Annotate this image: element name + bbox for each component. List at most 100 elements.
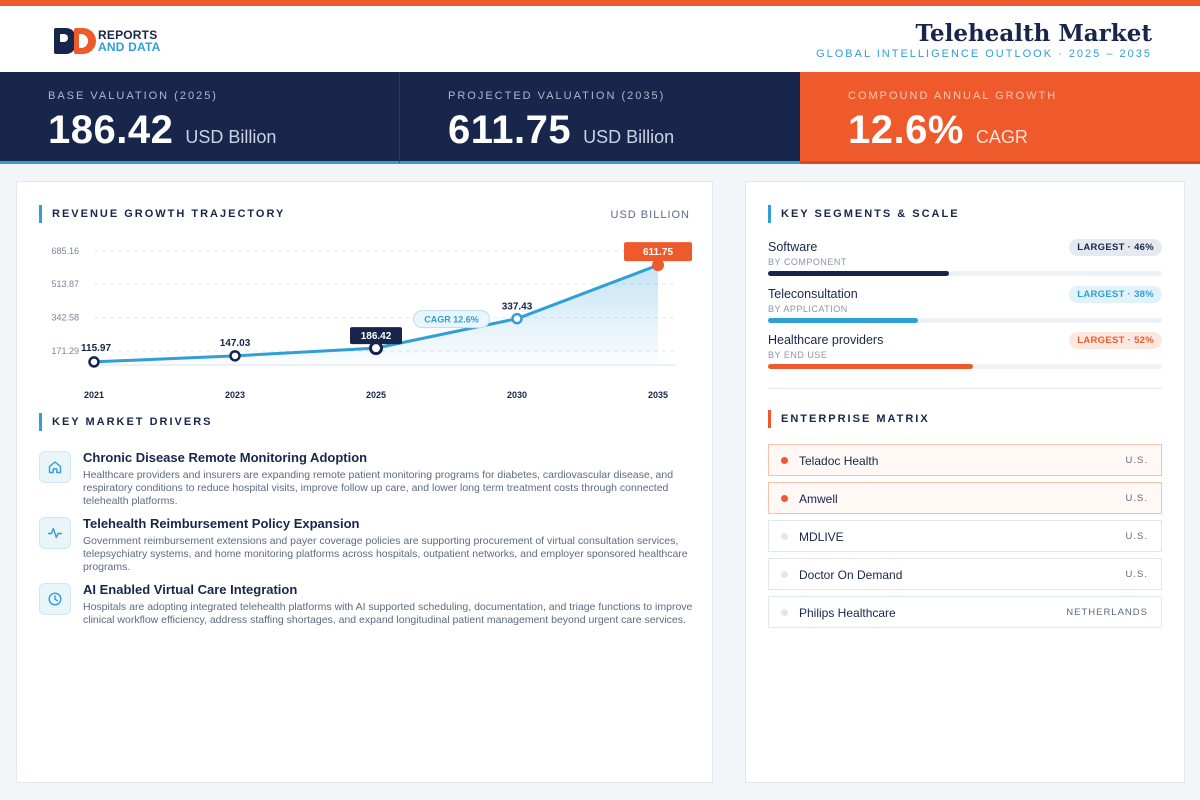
enterprise-row[interactable]: Teladoc Health U.S. [768, 444, 1162, 476]
y-tick-label: 171.29 [51, 346, 79, 356]
segment-name: Healthcare providers [768, 333, 884, 347]
data-label: 186.42 [361, 331, 392, 342]
data-label-box [350, 327, 402, 345]
home-icon [39, 451, 71, 483]
driver-item: Chronic Disease Remote Monitoring Adopti… [39, 450, 699, 516]
x-tick-label: 2021 [84, 390, 104, 400]
driver-description: Hospitals are adopting integrated telehe… [83, 601, 693, 626]
kpi-unit: USD Billion [583, 127, 675, 147]
enterprise-dot [781, 533, 788, 540]
segment-badge: LARGEST · 38% [1069, 286, 1162, 303]
segment-fill [768, 364, 973, 369]
enterprise-dot [781, 571, 788, 578]
revenue-chart: 171.29 342.58 513.87 685.16 2021 2023 2025 2030… [51, 242, 692, 400]
accent-topbar [0, 0, 1200, 6]
enterprise-name: Philips Healthcare [799, 606, 896, 620]
x-tick-label: 2025 [366, 390, 386, 400]
enterprise-name: Amwell [799, 492, 838, 506]
area-fill [94, 265, 658, 365]
driver-description: Government reimbursement extensions and … [83, 535, 688, 573]
segment-category: BY APPLICATION [768, 304, 848, 314]
segment-name: Teleconsultation [768, 287, 858, 301]
segment-fill [768, 318, 918, 323]
driver-item: AI Enabled Virtual Care Integration Hosp… [39, 582, 699, 648]
kpi-label: BASE VALUATION (2025) [48, 90, 218, 102]
kpi-cagr: COMPOUND ANNUAL GROWTH 12.6% CAGR [800, 72, 1200, 164]
driver-title: Telehealth Reimbursement Policy Expansio… [83, 516, 360, 531]
section-header-drivers: KEY MARKET DRIVERS [39, 413, 212, 431]
left-panel: REVENUE GROWTH TRAJECTORY USD BILLION 17… [16, 181, 713, 783]
kpi-label: PROJECTED VALUATION (2035) [448, 90, 666, 102]
segment-track [768, 364, 1162, 369]
logo-line-2: AND DATA [98, 40, 161, 54]
divider [768, 388, 1162, 389]
enterprise-name: Doctor On Demand [799, 568, 903, 582]
section-header-enterprise: ENTERPRISE MATRIX [768, 410, 930, 428]
driver-description: Healthcare providers and insurers are ex… [83, 469, 674, 507]
brand-logo: REPORTS AND DATA [54, 28, 160, 54]
segment-teleconsultation: Teleconsultation BY APPLICATION LARGEST … [768, 286, 1162, 331]
enterprise-country: NETHERLANDS [1066, 607, 1148, 618]
kpi-unit: CAGR [975, 127, 1028, 147]
enterprise-country: U.S. [1125, 569, 1148, 580]
data-label: 337.43 [502, 302, 533, 313]
data-point [511, 312, 523, 325]
kpi-projected-valuation: PROJECTED VALUATION (2035) 611.75 USD Bi… [400, 72, 800, 164]
x-tick-label: 2035 [648, 390, 668, 400]
kpi-base-valuation: BASE VALUATION (2025) 186.42 USD Billion [0, 72, 400, 164]
segment-badge: LARGEST · 46% [1069, 239, 1162, 256]
enterprise-dot [781, 609, 788, 616]
section-title: ENTERPRISE MATRIX [781, 413, 930, 425]
y-tick-label: 342.58 [51, 313, 79, 323]
pulse-icon [39, 517, 71, 549]
driver-item: Telehealth Reimbursement Policy Expansio… [39, 516, 699, 582]
data-point [369, 341, 383, 356]
enterprise-row[interactable]: Philips Healthcare NETHERLANDS [768, 596, 1162, 628]
data-label: 147.03 [220, 338, 251, 349]
x-tick-label: 2023 [225, 390, 245, 400]
kpi-value: 12.6% [848, 108, 964, 152]
cagr-annotation-pill [413, 310, 490, 329]
enterprise-dot [781, 457, 788, 464]
kpi-label: COMPOUND ANNUAL GROWTH [848, 90, 1058, 102]
enterprise-row[interactable]: Doctor On Demand U.S. [768, 558, 1162, 590]
cagr-annotation: CAGR 12.6% [424, 315, 479, 325]
header: REPORTS AND DATA Telehealth Market GLOBA… [0, 6, 1200, 72]
logo-line-1: REPORTS [98, 28, 158, 42]
data-label: 611.75 [643, 247, 673, 258]
driver-title: AI Enabled Virtual Care Integration [83, 582, 298, 597]
driver-title: Chronic Disease Remote Monitoring Adopti… [83, 450, 368, 465]
enterprise-country: U.S. [1125, 455, 1148, 466]
data-point [652, 259, 664, 272]
x-tick-label: 2030 [507, 390, 527, 400]
page-subtitle: GLOBAL INTELLIGENCE OUTLOOK · 2025 – 203… [816, 48, 1152, 60]
segment-track [768, 318, 1162, 323]
data-point [88, 356, 100, 368]
segment-badge: LARGEST · 52% [1069, 332, 1162, 349]
segment-software: Software BY COMPONENT LARGEST · 46% [768, 239, 1162, 284]
enterprise-row[interactable]: Amwell U.S. [768, 482, 1162, 514]
enterprise-name: Teladoc Health [799, 454, 879, 468]
segment-category: BY END USE [768, 350, 828, 360]
data-label-box [624, 242, 692, 262]
data-point [229, 350, 241, 362]
enterprise-name: MDLIVE [799, 530, 844, 544]
enterprise-dot [781, 495, 788, 502]
segment-fill [768, 271, 950, 276]
kpi-unit: USD Billion [185, 127, 277, 147]
section-header-segments: KEY SEGMENTS & SCALE [768, 205, 960, 223]
enterprise-country: U.S. [1125, 531, 1148, 542]
kpi-value: 611.75 [448, 108, 572, 152]
section-title: REVENUE GROWTH TRAJECTORY [52, 208, 286, 220]
y-tick-label: 685.16 [51, 246, 79, 256]
section-title: KEY MARKET DRIVERS [52, 416, 213, 428]
segment-track [768, 271, 1162, 276]
clock-icon [39, 583, 71, 615]
section-title: KEY SEGMENTS & SCALE [781, 208, 960, 220]
enterprise-row[interactable]: MDLIVE U.S. [768, 520, 1162, 552]
segment-category: BY COMPONENT [768, 257, 847, 267]
kpi-value: 186.42 [48, 108, 174, 152]
segment-healthcare-providers: Healthcare providers BY END USE LARGEST … [768, 332, 1162, 377]
chart-unit-label: USD BILLION [610, 209, 690, 221]
segment-name: Software [768, 240, 818, 254]
